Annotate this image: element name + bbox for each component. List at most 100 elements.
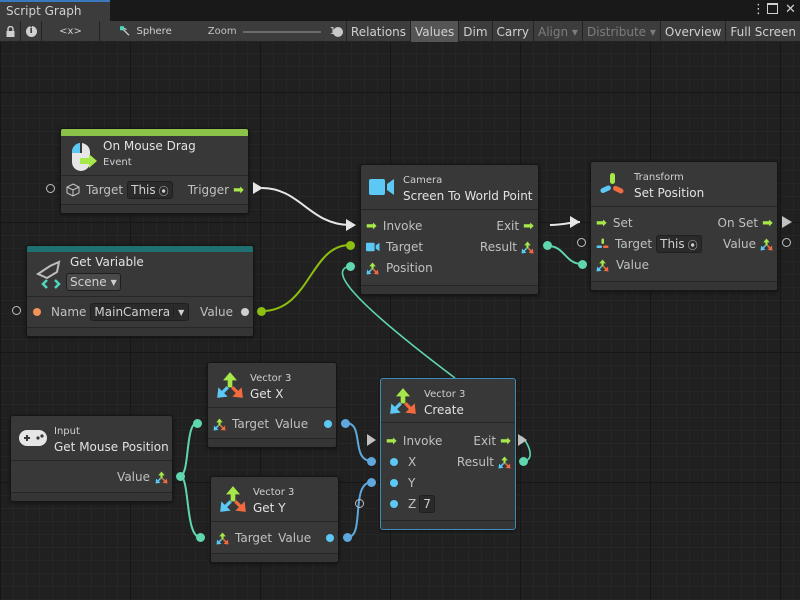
invoke-label: Invoke bbox=[382, 219, 423, 233]
lock-icon[interactable] bbox=[0, 21, 22, 42]
zoom-slider[interactable] bbox=[242, 26, 343, 37]
gety-target-port[interactable] bbox=[196, 533, 205, 542]
transform-icon bbox=[600, 173, 624, 194]
carry-button[interactable]: Carry bbox=[493, 21, 535, 42]
dim-button[interactable]: Dim bbox=[459, 21, 493, 42]
kebab-menu-icon[interactable]: ⋮ bbox=[752, 2, 765, 17]
target-port-hollow[interactable] bbox=[46, 184, 55, 193]
overview-button[interactable]: Overview bbox=[661, 21, 727, 42]
create-x-port[interactable] bbox=[367, 457, 376, 466]
position-input-port[interactable] bbox=[346, 262, 355, 271]
node-title: Get Y bbox=[253, 501, 286, 515]
invoke-input-port[interactable] bbox=[346, 219, 356, 231]
invoke-label: Invoke bbox=[402, 434, 443, 448]
distribute-dropdown[interactable]: Distribute ▾ bbox=[583, 21, 661, 42]
set-value-output-port[interactable] bbox=[782, 238, 791, 247]
result-label: Result bbox=[479, 240, 517, 254]
target-field[interactable]: This ⦿ bbox=[127, 181, 173, 199]
target-label: Target bbox=[232, 417, 270, 431]
info-icon[interactable]: i bbox=[21, 21, 43, 42]
maximize-icon[interactable] bbox=[767, 3, 778, 14]
node-title: Get Variable bbox=[70, 255, 144, 269]
value-output-port[interactable] bbox=[257, 307, 266, 316]
node-title: On Mouse Drag bbox=[103, 139, 196, 153]
node-title: Create bbox=[424, 403, 464, 417]
mouse-drag-icon bbox=[71, 143, 97, 171]
node-on-mouse-drag[interactable]: On Mouse Drag Event Target This ⦿ Trigger… bbox=[60, 128, 249, 214]
node-kind: Vector 3 bbox=[253, 487, 295, 498]
graph-name[interactable]: Sphere bbox=[136, 26, 172, 37]
node-screen-to-world-point[interactable]: Camera Screen To World Point ➡ Invoke Exit… bbox=[360, 164, 539, 295]
set-input-port[interactable] bbox=[570, 216, 580, 228]
zoom-slider-thumb[interactable] bbox=[332, 26, 343, 37]
flow-arrow-icon: ➡ bbox=[366, 218, 377, 234]
node-get-mouse-position[interactable]: Input Get Mouse Position Value bbox=[10, 415, 173, 502]
window-tab[interactable]: Script Graph bbox=[0, 0, 110, 21]
target-value: This bbox=[660, 237, 685, 251]
node-vector3-get-x[interactable]: Vector 3 Get X Target Value bbox=[207, 362, 337, 448]
create-result-port[interactable] bbox=[519, 457, 528, 466]
gety-value-output-port[interactable] bbox=[343, 533, 352, 542]
toolbar: i <x> Sphere Zoom 1x Relations Values Di… bbox=[0, 21, 800, 42]
z-input[interactable]: 7 bbox=[419, 495, 435, 513]
node-title: Screen To World Point bbox=[403, 189, 533, 203]
float-type-dot bbox=[390, 500, 398, 508]
name-port-hollow[interactable] bbox=[12, 306, 21, 315]
trigger-label: Trigger bbox=[187, 183, 230, 197]
object-picker-icon[interactable]: ⦿ bbox=[687, 240, 698, 252]
target-value: This bbox=[131, 183, 156, 197]
vector3-icon bbox=[219, 485, 247, 513]
set-label: Set bbox=[612, 216, 633, 230]
create-exit-port[interactable] bbox=[518, 434, 527, 446]
values-button[interactable]: Values bbox=[411, 21, 460, 42]
getx-value-output-port[interactable] bbox=[341, 419, 350, 428]
mouse-value-output-port[interactable] bbox=[176, 472, 185, 481]
vector3-icon bbox=[389, 387, 417, 415]
transform-icon bbox=[596, 238, 609, 248]
node-kind: Input bbox=[54, 426, 80, 437]
full-screen-button[interactable]: Full Screen bbox=[730, 24, 796, 39]
close-icon[interactable]: ✕ bbox=[785, 2, 796, 17]
string-type-dot bbox=[33, 308, 41, 316]
target-label: Target bbox=[615, 237, 653, 251]
transform-target-port[interactable] bbox=[577, 238, 586, 247]
node-kind: Vector 3 bbox=[424, 389, 466, 400]
on-set-output-port[interactable] bbox=[782, 216, 792, 228]
align-dropdown[interactable]: Align ▾ bbox=[534, 21, 583, 42]
node-get-variable[interactable]: Get Variable Scene ▼ Name MainCamera ▼ Val… bbox=[26, 245, 254, 337]
exit-label: Exit bbox=[473, 434, 497, 448]
target-field[interactable]: This ⦿ bbox=[656, 235, 702, 253]
create-invoke-port[interactable] bbox=[367, 434, 376, 446]
result-output-port[interactable] bbox=[543, 241, 552, 250]
variables-toggle[interactable]: <x> bbox=[42, 21, 100, 42]
node-kind: Vector 3 bbox=[250, 373, 292, 384]
node-title: Get X bbox=[250, 387, 284, 401]
node-vector3-create[interactable]: Vector 3 Create ➡ Invoke Exit ➡ X Result Y Z… bbox=[380, 378, 516, 530]
flow-arrow-icon: ➡ bbox=[523, 218, 534, 234]
scope-dropdown[interactable]: Scene ▼ bbox=[66, 273, 121, 291]
name-field[interactable]: MainCamera ▼ bbox=[90, 303, 190, 321]
node-vector3-get-y[interactable]: Vector 3 Get Y Target Value bbox=[210, 476, 339, 563]
on-set-label: On Set bbox=[717, 216, 759, 230]
node-set-position[interactable]: Transform Set Position ➡ Set On Set ➡ Targe… bbox=[590, 161, 778, 291]
chevron-down-icon[interactable]: ▼ bbox=[173, 307, 188, 317]
target-input-port[interactable] bbox=[346, 241, 355, 250]
node-title: Get Mouse Position bbox=[54, 440, 169, 454]
object-picker-icon[interactable]: ⦿ bbox=[158, 186, 169, 198]
getx-target-port[interactable] bbox=[193, 419, 202, 428]
x-label: X bbox=[408, 455, 417, 469]
camera-icon bbox=[366, 242, 380, 252]
create-z-port[interactable] bbox=[355, 499, 364, 508]
create-y-port[interactable] bbox=[367, 478, 376, 487]
name-label: Name bbox=[51, 305, 87, 319]
trigger-output-port[interactable] bbox=[253, 182, 263, 194]
value-input-port[interactable] bbox=[578, 260, 587, 269]
float-type-dot bbox=[390, 479, 398, 487]
relations-button[interactable]: Relations bbox=[347, 21, 412, 42]
object-type-dot bbox=[241, 308, 249, 316]
flow-arrow-icon: ➡ bbox=[762, 215, 773, 231]
variable-icon bbox=[35, 260, 61, 289]
vector3-icon bbox=[216, 371, 244, 399]
z-label: Z bbox=[408, 497, 417, 511]
zoom-label: Zoom bbox=[207, 26, 237, 37]
